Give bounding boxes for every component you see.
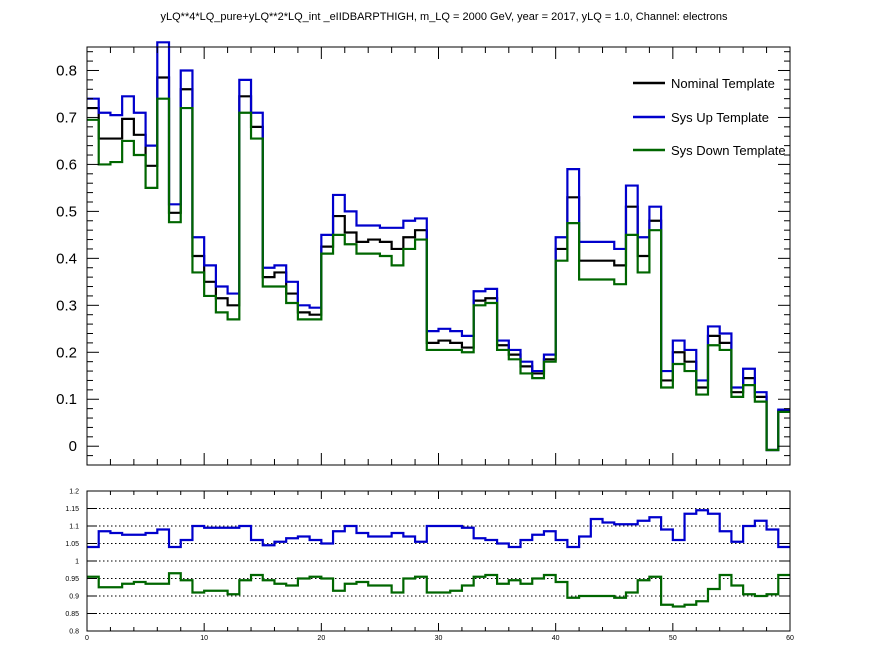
top-y-tick-label: 0.5 bbox=[56, 203, 77, 220]
ratio-y-tick-label: 1.1 bbox=[69, 524, 79, 531]
ratio-y-tick-label: 1 bbox=[75, 559, 79, 566]
ratio-x-tick-label: 10 bbox=[200, 635, 208, 642]
top-y-tick-label: 0.3 bbox=[56, 297, 77, 314]
ratio-x-tick-label: 30 bbox=[435, 635, 443, 642]
top-y-tick-label: 0.8 bbox=[56, 62, 77, 79]
ratio-panel-frame bbox=[86, 490, 791, 632]
top-y-tick-label: 0.2 bbox=[56, 344, 77, 361]
top-panel: 0 0.1 0.2 0.3 0.4 0.5 0.6 0.7 0.8 bbox=[56, 41, 791, 466]
top-series-down bbox=[87, 97, 790, 452]
ratio-x-tick-label: 60 bbox=[786, 635, 794, 642]
ratio-y-tick-label: 0.8 bbox=[69, 629, 79, 636]
legend-down-label: Sys Down Template bbox=[671, 143, 786, 158]
chart-title: yLQ**4*LQ_pure+yLQ**2*LQ_int _eIIDBARPTH… bbox=[160, 11, 728, 23]
ratio-x-tick-label: 50 bbox=[669, 635, 677, 642]
ratio-series-up bbox=[87, 509, 790, 549]
ratio-series-down bbox=[87, 572, 790, 608]
ratio-x-tick-label: 0 bbox=[85, 635, 89, 642]
legend: Nominal Template Sys Up Template Sys Dow… bbox=[633, 76, 786, 158]
ratio-x-tick-label: 20 bbox=[317, 635, 325, 642]
top-y-tick-label: 0.4 bbox=[56, 250, 77, 267]
top-y-tick-label: 0.6 bbox=[56, 156, 77, 173]
legend-up-label: Sys Up Template bbox=[671, 110, 769, 125]
top-series-up bbox=[87, 41, 790, 452]
ratio-x-tick-label: 40 bbox=[552, 635, 560, 642]
top-y-tick-label: 0.1 bbox=[56, 391, 77, 408]
ratio-y-tick-label: 0.9 bbox=[69, 594, 79, 601]
top-panel-frame bbox=[86, 46, 791, 466]
legend-nominal-label: Nominal Template bbox=[671, 76, 775, 91]
ratio-y-tick-label: 0.85 bbox=[65, 611, 79, 618]
ratio-y-tick-label: 1.2 bbox=[69, 489, 79, 496]
top-y-tick-label: 0 bbox=[69, 438, 77, 455]
top-y-tick-label: 0.7 bbox=[56, 109, 77, 126]
ratio-panel: 0.8 0.85 0.9 0.95 1 1.05 1.1 1.15 1.2 0 10 20 30 40 50… bbox=[65, 489, 794, 643]
ratio-y-tick-label: 1.05 bbox=[65, 541, 79, 548]
ratio-y-tick-label: 0.95 bbox=[65, 576, 79, 583]
ratio-y-tick-label: 1.15 bbox=[65, 506, 79, 513]
